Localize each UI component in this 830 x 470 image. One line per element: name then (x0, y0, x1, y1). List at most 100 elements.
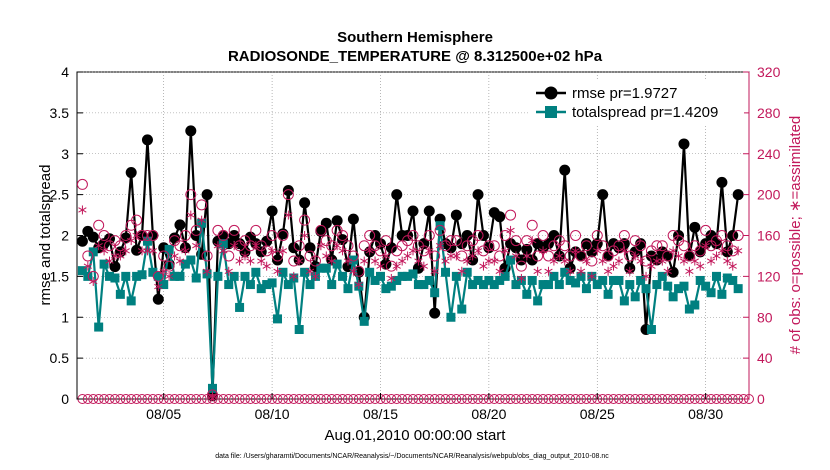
rmse-point (87, 231, 99, 243)
assimilated-point (392, 261, 401, 271)
assimilated-point (538, 246, 548, 256)
possible-point (407, 230, 419, 241)
totalspread-point (581, 284, 591, 294)
low-possible-point (370, 394, 381, 404)
totalspread-point (408, 269, 418, 279)
y-right-tick-label: 0 (757, 391, 765, 407)
assimilated-point (609, 261, 618, 271)
assimilated-point (300, 231, 309, 240)
totalspread-point (679, 281, 689, 291)
y-tick-label: 1 (61, 309, 69, 325)
assimilated-point (614, 256, 624, 266)
totalspread-point (386, 281, 396, 291)
possible-point (505, 209, 517, 221)
totalspread-point (728, 275, 738, 285)
assimilated-point (224, 266, 233, 276)
assimilated-point (517, 273, 526, 283)
totalspread-point (359, 316, 369, 326)
low-possible-point (500, 394, 511, 404)
assimilated-point (262, 261, 271, 271)
totalspread-point (652, 280, 662, 290)
legend-label-totalspread: totalspread pr=1.4209 (572, 104, 718, 121)
low-possible-point (586, 394, 597, 404)
possible-point (131, 214, 143, 226)
assimilated-point (175, 256, 185, 266)
rmse-point (580, 238, 592, 250)
rmse-point (597, 189, 609, 201)
rmse-point (120, 232, 132, 244)
low-possible-point (494, 394, 505, 404)
assimilated-point (533, 266, 542, 276)
legend-label-rmse: rmse pr=1.9727 (572, 85, 677, 102)
assimilated-point (338, 246, 347, 256)
low-possible-point (624, 394, 635, 404)
low-possible-point (516, 394, 527, 404)
rmse-point (347, 213, 359, 225)
rmse-point (602, 250, 614, 262)
low-possible-point (716, 394, 727, 404)
low-possible-point (305, 394, 316, 404)
possible-point (488, 240, 500, 252)
assimilated-point (685, 266, 694, 276)
possible-point (564, 250, 576, 262)
x-tick-label: 08/15 (363, 406, 398, 422)
y-tick-label: 2 (61, 228, 69, 244)
low-possible-point (342, 394, 353, 404)
totalspread-point (375, 271, 385, 281)
possible-point (158, 250, 170, 262)
y-right-tick-label: 240 (757, 146, 781, 162)
possible-point (526, 219, 538, 231)
totalspread-point (343, 284, 353, 294)
possible-point (277, 230, 289, 241)
totalspread-point (137, 270, 147, 280)
possible-point (575, 250, 587, 262)
totalspread-point (218, 239, 228, 249)
possible-point (499, 230, 511, 241)
y-tick-label: 0.5 (50, 350, 70, 366)
totalspread-point (251, 267, 261, 277)
totalspread-point (441, 267, 451, 277)
assimilated-point (83, 261, 92, 271)
rmse-point (337, 234, 349, 246)
rmse-point (683, 250, 695, 262)
possible-point (347, 250, 359, 262)
low-possible-point (565, 394, 576, 404)
low-possible-point (261, 394, 272, 404)
totalspread-point (153, 271, 163, 281)
totalspread-point (207, 383, 217, 393)
low-possible-point (673, 394, 684, 404)
totalspread-point (392, 275, 402, 285)
assimilated-point (430, 266, 439, 276)
possible-point (656, 240, 668, 252)
assimilated-point (376, 261, 385, 271)
assimilated-point (587, 271, 596, 281)
possible-point (358, 240, 370, 252)
low-possible-point (543, 394, 554, 404)
totalspread-point (619, 296, 629, 306)
assimilated-point (278, 246, 288, 256)
assimilated-point (240, 251, 250, 261)
low-possible-point (435, 394, 446, 404)
possible-point (250, 224, 262, 236)
totalspread-point (121, 271, 131, 281)
low-possible-point (554, 394, 565, 404)
possible-point (217, 230, 229, 241)
totalspread-point (115, 289, 125, 299)
rmse-point (450, 209, 462, 221)
totalspread-point (636, 275, 646, 285)
rmse-point (174, 219, 186, 231)
totalspread-point (625, 280, 635, 290)
low-possible-point (321, 394, 332, 404)
rmse-point (732, 189, 744, 201)
possible-point (315, 224, 327, 236)
rmse-point (201, 189, 213, 201)
assimilated-point (576, 266, 586, 276)
assimilated-point (674, 251, 683, 261)
assimilated-point (598, 256, 607, 266)
assimilated-point (164, 271, 174, 281)
assimilated-point (435, 241, 445, 251)
totalspread-point (332, 259, 342, 269)
low-possible-point (445, 394, 456, 404)
assimilated-point (728, 261, 737, 271)
